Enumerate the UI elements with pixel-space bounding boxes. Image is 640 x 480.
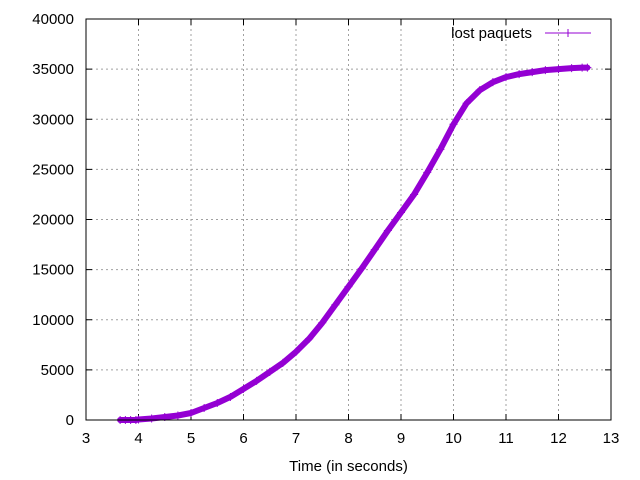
x-tick-label: 10 bbox=[445, 430, 462, 447]
y-tick-label: 15000 bbox=[32, 262, 74, 279]
x-axis-label: Time (in seconds) bbox=[289, 458, 408, 475]
data-point bbox=[213, 398, 222, 407]
data-point bbox=[239, 384, 248, 393]
y-tick-label: 35000 bbox=[32, 61, 74, 78]
x-tick-label: 4 bbox=[134, 430, 142, 447]
y-tick-label: 10000 bbox=[32, 312, 74, 329]
data-point bbox=[357, 264, 366, 273]
data-point bbox=[528, 68, 537, 77]
data-point bbox=[462, 99, 471, 108]
data-point bbox=[567, 64, 576, 73]
data-point bbox=[187, 408, 195, 417]
data-point bbox=[554, 65, 563, 74]
x-tick-label: 7 bbox=[292, 430, 300, 447]
data-point bbox=[331, 300, 340, 309]
data-point bbox=[515, 70, 524, 79]
data-point bbox=[370, 245, 379, 254]
data-point bbox=[436, 145, 445, 154]
data-point bbox=[226, 392, 235, 401]
data-point bbox=[318, 318, 327, 327]
data-point bbox=[449, 120, 458, 129]
grid bbox=[86, 19, 611, 420]
plot-frame bbox=[85, 18, 612, 421]
data-point bbox=[305, 334, 314, 343]
x-tick-label: 12 bbox=[550, 430, 567, 447]
legend-label: lost paquets bbox=[451, 25, 532, 42]
legend: lost paquets bbox=[451, 25, 591, 42]
y-axis: 0 5000 10000 15000 20000 25000 30000 35000 40000 bbox=[32, 11, 611, 429]
data-point bbox=[265, 367, 274, 376]
data-point bbox=[423, 168, 432, 177]
x-tick-label: 9 bbox=[397, 430, 405, 447]
data-point bbox=[383, 226, 392, 235]
y-tick-label: 0 bbox=[66, 412, 74, 429]
data-point bbox=[173, 411, 182, 420]
data-point bbox=[147, 414, 156, 423]
series-line bbox=[117, 64, 591, 423]
x-tick-label: 8 bbox=[344, 430, 352, 447]
data-point bbox=[488, 78, 497, 87]
data-point bbox=[541, 66, 550, 75]
data-point bbox=[410, 190, 419, 199]
data-point bbox=[200, 403, 209, 412]
data-point bbox=[397, 208, 405, 217]
x-tick-label: 5 bbox=[187, 430, 195, 447]
y-tick-label: 20000 bbox=[32, 212, 74, 229]
legend-marker bbox=[564, 29, 572, 37]
data-point bbox=[344, 282, 353, 291]
y-tick-label: 25000 bbox=[32, 161, 74, 178]
y-tick-label: 5000 bbox=[41, 362, 74, 379]
x-tick-label: 3 bbox=[82, 430, 90, 447]
data-point bbox=[252, 376, 261, 385]
data-point bbox=[278, 358, 287, 367]
x-tick-label: 6 bbox=[239, 430, 247, 447]
y-tick-label: 30000 bbox=[32, 111, 74, 128]
y-tick-label: 40000 bbox=[32, 11, 74, 28]
x-axis: 3 4 5 6 7 8 9 10 11 12 13 bbox=[82, 19, 620, 447]
data-point bbox=[134, 415, 143, 424]
x-tick-label: 13 bbox=[603, 430, 620, 447]
x-tick-label: 11 bbox=[498, 430, 514, 447]
data-point bbox=[475, 86, 484, 95]
data-point bbox=[583, 63, 592, 72]
data-point bbox=[502, 73, 510, 82]
data-point bbox=[292, 347, 300, 356]
